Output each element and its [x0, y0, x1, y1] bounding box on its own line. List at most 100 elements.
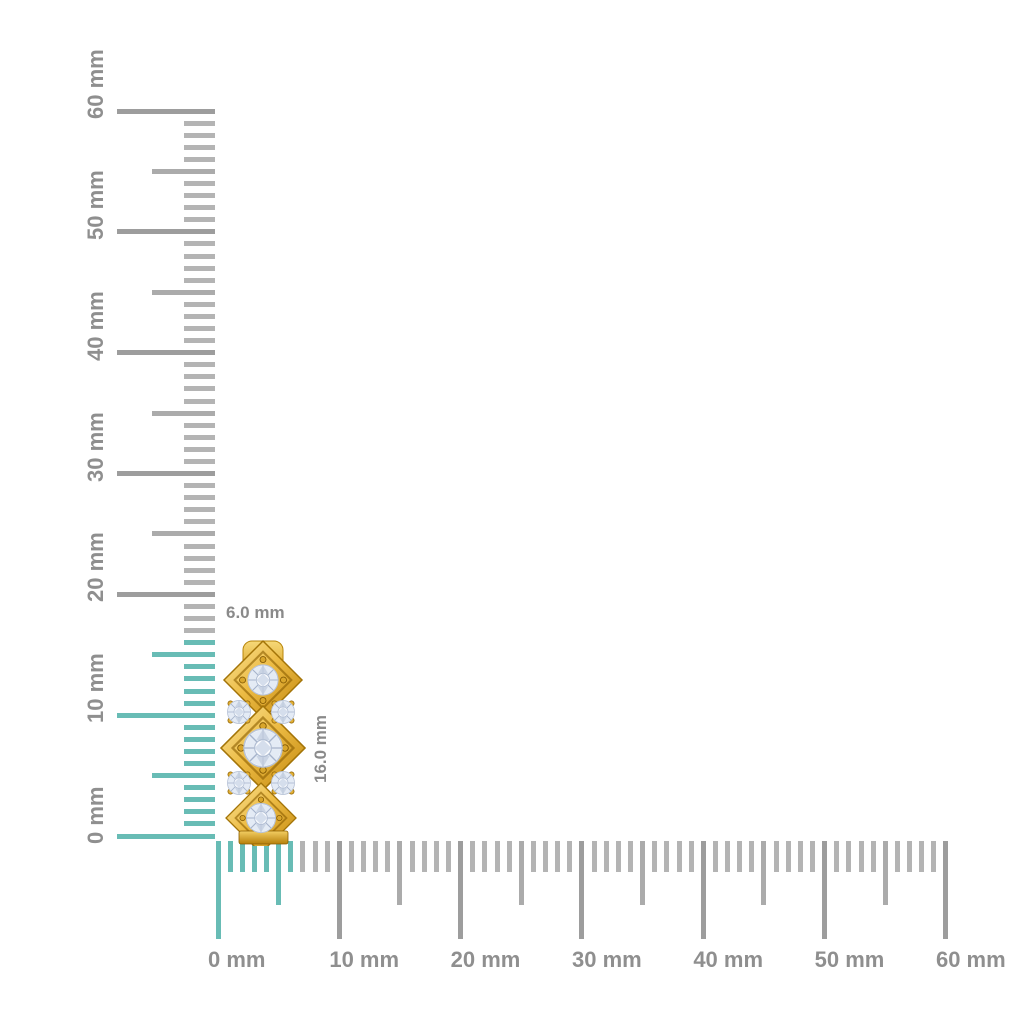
- ruler-tick: [797, 841, 803, 872]
- ruler-tick: [688, 841, 694, 872]
- ruler-tick: [184, 422, 215, 428]
- ruler-tick: [184, 761, 215, 766]
- ruler-tick: [894, 841, 900, 872]
- ruler-tick: [184, 398, 215, 404]
- ruler-tick: [117, 471, 215, 476]
- ruler-tick: [348, 841, 354, 872]
- ruler-tick: [834, 841, 840, 872]
- ruler-tick: [117, 591, 215, 597]
- ruler-tick: [215, 841, 221, 939]
- ruler-tick: [251, 841, 257, 872]
- ruler-tick: [615, 841, 621, 872]
- ruler-label: 40 mm: [83, 290, 108, 361]
- ruler-tick: [300, 841, 306, 872]
- ruler-tick: [397, 841, 403, 905]
- ruler-tick: [117, 833, 215, 839]
- ruler-tick: [264, 841, 270, 872]
- ruler-label: 30 mm: [571, 947, 642, 972]
- ruler-label: 20 mm: [450, 947, 521, 972]
- ruler-tick: [184, 736, 215, 742]
- ruler-tick: [919, 841, 925, 872]
- ruler-tick: [482, 841, 488, 872]
- ruler-tick: [184, 301, 215, 307]
- ruler-tick: [184, 616, 215, 621]
- ruler-tick: [361, 841, 367, 872]
- ruler-tick: [184, 120, 215, 126]
- ruler-tick: [567, 841, 573, 872]
- ruler-tick: [518, 841, 524, 905]
- ruler-tick: [184, 446, 215, 452]
- ruler-label: 20 mm: [83, 532, 108, 603]
- ruler-tick: [555, 841, 561, 872]
- ruler-tick: [184, 193, 215, 199]
- ruler-tick: [184, 458, 215, 464]
- ruler-tick: [184, 144, 215, 150]
- ruler-tick: [184, 809, 215, 815]
- ruler-tick: [184, 362, 215, 368]
- ruler-tick: [184, 543, 215, 549]
- ruler-tick: [640, 841, 646, 905]
- ruler-label: 30 mm: [83, 411, 108, 482]
- ruler-tick: [943, 841, 949, 939]
- ruler-tick: [117, 229, 215, 235]
- ruler-tick: [700, 841, 706, 939]
- ruler-tick: [409, 841, 415, 872]
- ruler-tick: [591, 841, 597, 872]
- ruler-tick: [749, 841, 755, 872]
- ruler-tick: [882, 841, 888, 905]
- ruler-tick: [184, 338, 215, 344]
- ruler-tick: [184, 181, 215, 187]
- ruler-tick: [184, 205, 215, 211]
- ruler-tick: [184, 374, 215, 380]
- diamond-top: [247, 664, 279, 696]
- ruler-tick: [184, 603, 215, 609]
- ruler-label: 50 mm: [83, 170, 108, 240]
- ruler-tick: [184, 241, 215, 247]
- ruler-label: 50 mm: [814, 947, 885, 972]
- ruler-tick: [494, 841, 500, 872]
- ruler-tick: [184, 265, 215, 271]
- ruler-tick: [184, 483, 215, 489]
- ruler-tick: [184, 253, 215, 259]
- ruler-label: 0 mm: [208, 947, 266, 972]
- ruler-tick: [184, 519, 215, 525]
- ruler-tick: [184, 132, 215, 138]
- ruler-tick: [858, 841, 864, 872]
- diamond-bottom: [245, 802, 277, 834]
- ruler-tick: [184, 434, 215, 440]
- ruler-tick: [184, 326, 215, 331]
- ruler-tick: [312, 841, 318, 872]
- ruler-tick: [773, 841, 779, 872]
- ruler-tick: [184, 579, 215, 585]
- ruler-tick: [458, 841, 464, 939]
- ruler-tick: [184, 664, 215, 670]
- ruler-tick: [761, 841, 767, 905]
- object-width-annotation: 6.0 mm: [226, 603, 285, 622]
- ruler-tick: [184, 555, 215, 561]
- ruler-label: 0 mm: [83, 786, 108, 844]
- ruler-tick: [373, 841, 379, 872]
- ruler-tick: [184, 628, 215, 634]
- ruler-tick: [117, 350, 215, 356]
- ruler-tick: [446, 841, 452, 872]
- ruler-tick: [184, 567, 215, 573]
- ruler-tick: [184, 277, 215, 283]
- ruler-tick: [712, 841, 718, 872]
- ruler-tick: [785, 841, 791, 872]
- ruler-tick: [725, 841, 731, 872]
- ruler-tick: [652, 841, 658, 872]
- object-height-annotation: 16.0 mm: [311, 714, 330, 783]
- ruler-label: 10 mm: [83, 653, 108, 724]
- ruler-label: 60 mm: [83, 49, 108, 120]
- ruler-tick: [184, 217, 215, 223]
- ruler-tick: [152, 652, 215, 658]
- ruler-tick: [184, 700, 215, 706]
- ruler-tick: [603, 841, 609, 872]
- ruler-tick: [184, 313, 215, 319]
- ruler-tick: [506, 841, 512, 872]
- ruler-tick: [152, 531, 215, 537]
- ruler-tick: [870, 841, 876, 872]
- earring-image: [219, 639, 307, 846]
- ruler-tick: [227, 841, 233, 872]
